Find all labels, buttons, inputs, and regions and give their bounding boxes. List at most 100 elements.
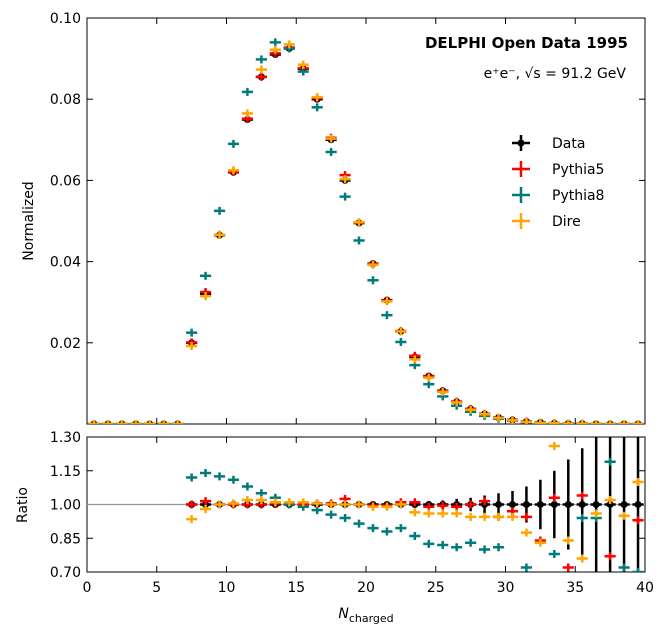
- data-point: [423, 373, 435, 382]
- marker: [578, 501, 586, 508]
- data-point: [451, 543, 463, 552]
- y-tick-label: 1.00: [50, 498, 81, 514]
- data-point: [618, 563, 630, 572]
- data-point: [186, 473, 198, 482]
- data-point: [604, 552, 616, 561]
- data-point: [325, 134, 337, 143]
- data-point: [506, 416, 519, 424]
- data-point: [269, 498, 281, 507]
- data-point: [353, 218, 365, 227]
- annotation: DELPHI Open Data 1995: [425, 34, 628, 52]
- data-point: [492, 501, 505, 508]
- data-point: [325, 500, 337, 509]
- data-point: [297, 67, 309, 76]
- data-point: [353, 519, 365, 528]
- data-point: [478, 545, 491, 554]
- y-tick-label: 0.70: [50, 565, 81, 581]
- x-tick-label: 15: [287, 580, 305, 596]
- data-point: [632, 478, 644, 486]
- data-point: [213, 206, 226, 215]
- data-point: [632, 420, 644, 424]
- data-point: [381, 311, 393, 320]
- data-point: [562, 501, 574, 508]
- y-tick-label: 0.06: [50, 173, 81, 189]
- data-point: [591, 579, 602, 587]
- y-tick-label: 0.10: [50, 11, 81, 27]
- data-point: [478, 497, 491, 506]
- data-point: [478, 410, 491, 419]
- data-point: [548, 550, 560, 558]
- data-point: [423, 502, 435, 511]
- data-point: [506, 512, 519, 521]
- data-point: [186, 515, 198, 524]
- data-point: [255, 55, 267, 64]
- data-point: [465, 512, 477, 521]
- data-point: [465, 405, 477, 414]
- marker: [634, 501, 642, 508]
- data-point: [548, 419, 560, 424]
- data-point: [297, 60, 309, 69]
- data-point: [576, 514, 588, 522]
- data-point: [102, 420, 114, 424]
- data-point: [367, 276, 379, 285]
- data-point: [576, 501, 588, 508]
- data-point: [632, 568, 644, 572]
- data-point: [506, 501, 519, 508]
- data-point: [325, 147, 337, 156]
- data-point: [381, 527, 393, 536]
- data-point: [353, 236, 365, 245]
- data-point: [116, 420, 128, 424]
- data-point: [604, 501, 616, 508]
- data-point: [590, 509, 602, 518]
- data-point: [618, 501, 630, 508]
- data-point: [199, 497, 212, 506]
- y-tick-label: 0.04: [50, 255, 81, 271]
- data-point: [395, 327, 407, 336]
- data-point: [241, 87, 254, 96]
- data-point: [520, 528, 533, 537]
- data-point: [632, 516, 644, 525]
- data-point: [339, 175, 351, 184]
- marker: [606, 501, 614, 508]
- data-point: [213, 472, 226, 481]
- data-point: [395, 500, 407, 509]
- data-point: [548, 442, 560, 450]
- data-point: [311, 506, 323, 515]
- data-point: [241, 109, 254, 118]
- data-point: [562, 419, 574, 424]
- data-point: [255, 489, 267, 498]
- data-point: [311, 103, 323, 112]
- data-point: [409, 355, 421, 364]
- legend-label: Pythia8: [552, 188, 604, 204]
- data-point: [144, 420, 156, 424]
- data-point: [451, 509, 463, 518]
- y-tick-label: 0.08: [50, 92, 81, 108]
- legend-swatch: [517, 139, 525, 147]
- data-point: [186, 500, 198, 509]
- data-point: [492, 543, 505, 552]
- marker: [564, 501, 572, 508]
- data-point: [409, 498, 421, 507]
- data-point: [199, 271, 212, 280]
- data-point: [367, 524, 379, 533]
- annotation: e⁺e⁻, √s = 91.2 GeV: [484, 66, 627, 82]
- data-point: [562, 536, 574, 545]
- data-point: [241, 496, 254, 504]
- data-point: [590, 501, 602, 508]
- data-point: [520, 417, 533, 424]
- data-point: [255, 65, 267, 74]
- data-point: [325, 510, 337, 519]
- data-point: [437, 541, 449, 549]
- data-point: [283, 40, 295, 49]
- data-point: [604, 496, 616, 504]
- legend-label: Dire: [552, 214, 581, 230]
- y-tick-label: 0.02: [50, 336, 81, 352]
- data-point: [255, 496, 267, 504]
- marker: [536, 501, 544, 508]
- data-point: [213, 500, 226, 509]
- y-tick-label: 1.30: [50, 430, 81, 446]
- data-point: [199, 469, 212, 477]
- data-point: [186, 328, 198, 337]
- x-tick-label: 20: [357, 580, 375, 596]
- data-point: [534, 538, 546, 547]
